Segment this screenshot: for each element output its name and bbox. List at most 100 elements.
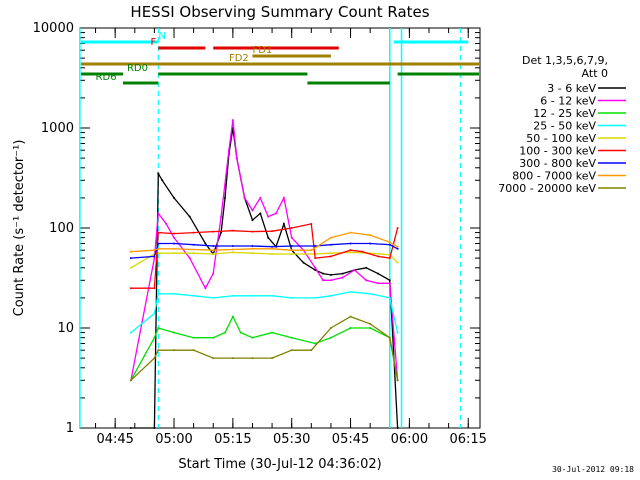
data-point <box>153 336 156 339</box>
data-point <box>396 331 399 334</box>
data-point <box>129 331 132 334</box>
data-point <box>157 252 160 255</box>
data-point <box>188 215 191 218</box>
data-point <box>290 252 293 255</box>
data-point <box>271 357 274 360</box>
data-point <box>173 247 176 250</box>
data-point <box>192 294 195 297</box>
x-tick-label: 06:00 <box>391 432 428 447</box>
data-point <box>212 336 215 339</box>
data-point <box>212 252 215 255</box>
legend-label: 7000 - 20000 keV <box>498 182 596 195</box>
series-line <box>130 231 398 253</box>
data-point <box>341 272 344 275</box>
data-point <box>271 252 274 255</box>
data-point <box>204 287 207 290</box>
series-line <box>130 315 399 381</box>
data-point <box>290 236 293 239</box>
data-point <box>188 257 191 260</box>
data-point <box>173 252 176 255</box>
series-line <box>130 127 399 429</box>
data-point <box>396 245 399 248</box>
data-point <box>220 231 223 234</box>
state-label-fd2: FD2 <box>229 53 249 64</box>
data-point <box>251 294 254 297</box>
data-point <box>290 296 293 299</box>
data-point <box>129 379 132 382</box>
data-point <box>353 269 356 272</box>
y-tick-label: 100 <box>49 221 74 236</box>
data-point <box>369 234 372 237</box>
data-point <box>173 242 176 245</box>
data-point <box>341 276 344 279</box>
data-point <box>251 247 254 250</box>
x-axis-label: Start Time (30-Jul-12 04:36:02) <box>178 457 381 472</box>
data-point <box>349 290 352 293</box>
series-line <box>130 291 399 334</box>
state-label-rd0: RD0 <box>127 63 148 74</box>
data-point <box>271 247 274 250</box>
data-point <box>396 227 399 229</box>
y-tick-label: 10 <box>57 321 74 336</box>
state-label-fd1: FD1 <box>252 45 272 56</box>
data-point <box>212 272 215 275</box>
data-point <box>251 245 254 248</box>
data-point <box>153 257 156 260</box>
data-point <box>157 327 160 329</box>
data-point <box>129 287 132 290</box>
data-point <box>157 292 160 295</box>
data-point <box>157 172 160 175</box>
data-point <box>192 243 195 246</box>
data-point <box>231 245 234 248</box>
data-point <box>377 272 380 275</box>
data-point <box>251 219 254 222</box>
data-point <box>365 279 368 282</box>
data-point <box>251 209 254 212</box>
chart-title: HESSI Observing Summary Count Rates <box>130 3 429 21</box>
data-point <box>157 212 160 215</box>
data-point <box>369 292 372 295</box>
data-point <box>153 249 156 252</box>
data-point <box>290 336 293 339</box>
x-tick-label: 05:30 <box>273 432 310 447</box>
data-point <box>396 427 399 429</box>
data-point <box>349 315 352 318</box>
data-point <box>349 251 352 254</box>
data-point <box>204 242 207 245</box>
data-point <box>322 272 325 275</box>
data-point <box>369 322 372 325</box>
data-point <box>212 296 215 299</box>
data-point <box>377 255 380 258</box>
data-point <box>329 336 332 339</box>
data-point <box>231 119 234 122</box>
data-point <box>271 245 274 248</box>
data-point <box>224 196 227 199</box>
x-tick-label: 05:15 <box>214 432 251 447</box>
data-point <box>129 257 132 260</box>
data-point <box>329 327 332 329</box>
data-point <box>251 357 254 360</box>
x-tick-label: 06:15 <box>449 432 486 447</box>
y-axis-label: Count Rate (s⁻¹ detector⁻¹) <box>12 140 27 317</box>
data-point <box>173 232 176 235</box>
data-point <box>192 349 195 352</box>
data-point <box>365 266 368 269</box>
series-line <box>130 251 399 269</box>
data-point <box>282 196 285 199</box>
timestamp: 30-Jul-2012 09:18 <box>552 465 634 474</box>
data-point <box>388 336 391 339</box>
legend-header-line-2: Att 0 <box>582 67 608 80</box>
data-point <box>231 248 234 251</box>
data-point <box>290 227 293 229</box>
data-point <box>153 287 156 290</box>
data-point <box>192 248 195 251</box>
state-label-n: N <box>158 31 165 42</box>
data-point <box>212 249 215 252</box>
data-point <box>388 241 391 244</box>
data-point <box>369 242 372 245</box>
data-point <box>290 249 293 252</box>
data-point <box>290 349 293 352</box>
x-tick-label: 05:45 <box>332 432 369 447</box>
data-point <box>388 243 391 246</box>
